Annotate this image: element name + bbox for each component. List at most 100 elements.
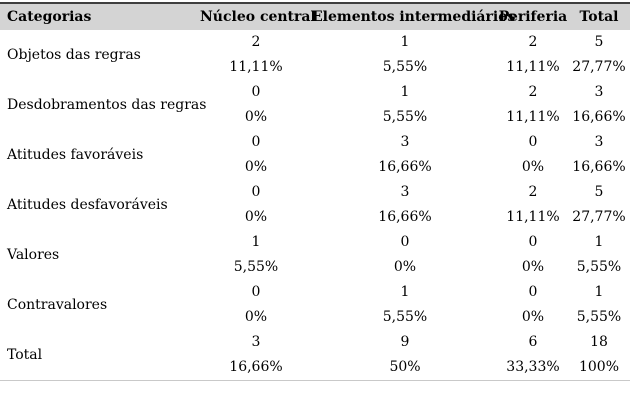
count-value: 0 <box>528 134 538 150</box>
count-value: 0 <box>528 234 538 250</box>
data-cell: 2 11,11% <box>498 30 568 80</box>
data-cell: 0 0% <box>200 130 312 180</box>
data-cell: 0 0% <box>200 280 312 330</box>
count-value: 2 <box>528 184 538 200</box>
percent-value: 0% <box>393 259 417 275</box>
table-row: Contravalores 0 0% 1 5,55% 0 0% 1 5,55% <box>0 280 630 330</box>
table-row: Valores 1 5,55% 0 0% 0 0% 1 5,55% <box>0 230 630 280</box>
count-value: 0 <box>251 184 261 200</box>
data-cell: 1 5,55% <box>568 280 630 330</box>
data-cell: 1 5,55% <box>568 230 630 280</box>
data-cell: 1 5,55% <box>312 80 498 130</box>
data-cell: 0 0% <box>498 280 568 330</box>
count-value: 18 <box>590 334 608 350</box>
data-cell: 0 0% <box>498 130 568 180</box>
row-label: Contravalores <box>7 297 108 313</box>
count-value: 9 <box>400 334 410 350</box>
row-label: Total <box>7 347 43 363</box>
percent-value: 16,66% <box>572 109 626 125</box>
column-header-nucleo-central: Núcleo central <box>200 9 316 25</box>
percent-value: 16,66% <box>229 359 283 375</box>
categories-frequency-table: Categorias Núcleo central Elementos inte… <box>0 2 630 381</box>
column-header-periferia: Periferia <box>498 9 568 25</box>
data-cell: 3 16,66% <box>312 180 498 230</box>
count-value: 3 <box>400 134 410 150</box>
percent-value: 11,11% <box>229 59 283 75</box>
data-cell: 3 16,66% <box>568 80 630 130</box>
percent-value: 11,11% <box>506 209 560 225</box>
data-cell: 3 16,66% <box>200 330 312 380</box>
data-cell: 18 100% <box>568 330 630 380</box>
data-cell: 2 11,11% <box>200 30 312 80</box>
count-value: 0 <box>528 284 538 300</box>
percent-value: 5,55% <box>576 309 622 325</box>
table-row: Desdobramentos das regras 0 0% 1 5,55% 2 11,11… <box>0 80 630 130</box>
data-cell: 0 0% <box>200 180 312 230</box>
data-cell: 2 11,11% <box>498 80 568 130</box>
data-cell: 0 0% <box>200 80 312 130</box>
row-label: Atitudes desfavoráveis <box>7 197 168 213</box>
data-cell: 9 50% <box>312 330 498 380</box>
count-value: 1 <box>251 234 261 250</box>
table-header-row: Categorias Núcleo central Elementos inte… <box>0 4 630 30</box>
count-value: 1 <box>400 84 410 100</box>
count-value: 2 <box>251 34 261 50</box>
percent-value: 27,77% <box>572 59 626 75</box>
percent-value: 0% <box>521 159 545 175</box>
count-value: 1 <box>400 284 410 300</box>
count-value: 6 <box>528 334 538 350</box>
count-value: 2 <box>528 34 538 50</box>
table-row: Objetos das regras 2 11,11% 1 5,55% 2 11,11% 5 2… <box>0 30 630 80</box>
percent-value: 16,66% <box>378 209 432 225</box>
table-body: Objetos das regras 2 11,11% 1 5,55% 2 11,11% 5 2… <box>0 30 630 380</box>
count-value: 2 <box>528 84 538 100</box>
percent-value: 11,11% <box>506 59 560 75</box>
column-header-categorias: Categorias <box>7 9 92 25</box>
count-value: 5 <box>594 184 604 200</box>
column-header-elementos-intermediarios: Elementos intermediários <box>312 9 516 25</box>
count-value: 0 <box>251 284 261 300</box>
count-value: 3 <box>251 334 261 350</box>
percent-value: 27,77% <box>572 209 626 225</box>
data-cell: 1 5,55% <box>200 230 312 280</box>
percent-value: 16,66% <box>572 159 626 175</box>
data-cell: 1 5,55% <box>312 280 498 330</box>
percent-value: 5,55% <box>576 259 622 275</box>
count-value: 3 <box>594 134 604 150</box>
table-row: Atitudes favoráveis 0 0% 3 16,66% 0 0% 3 16,66% <box>0 130 630 180</box>
data-cell: 5 27,77% <box>568 30 630 80</box>
percent-value: 0% <box>521 259 545 275</box>
count-value: 1 <box>594 284 604 300</box>
data-cell: 0 0% <box>312 230 498 280</box>
row-label: Valores <box>7 247 60 263</box>
percent-value: 16,66% <box>378 159 432 175</box>
count-value: 0 <box>251 134 261 150</box>
percent-value: 5,55% <box>382 59 428 75</box>
data-cell: 0 0% <box>498 230 568 280</box>
data-cell: 6 33,33% <box>498 330 568 380</box>
data-cell: 2 11,11% <box>498 180 568 230</box>
percent-value: 0% <box>244 159 268 175</box>
row-label: Atitudes favoráveis <box>7 147 144 163</box>
percent-value: 0% <box>244 309 268 325</box>
column-header-total: Total <box>579 9 619 25</box>
row-label: Desdobramentos das regras <box>7 97 207 113</box>
percent-value: 50% <box>389 359 421 375</box>
table-row: Atitudes desfavoráveis 0 0% 3 16,66% 2 11,11% 5… <box>0 180 630 230</box>
percent-value: 100% <box>578 359 620 375</box>
count-value: 3 <box>594 84 604 100</box>
data-cell: 3 16,66% <box>312 130 498 180</box>
percent-value: 33,33% <box>506 359 560 375</box>
percent-value: 11,11% <box>506 109 560 125</box>
percent-value: 5,55% <box>233 259 279 275</box>
row-label: Objetos das regras <box>7 47 141 63</box>
count-value: 5 <box>594 34 604 50</box>
percent-value: 5,55% <box>382 309 428 325</box>
count-value: 1 <box>594 234 604 250</box>
table-row: Total 3 16,66% 9 50% 6 33,33% 18 100% <box>0 330 630 380</box>
data-cell: 3 16,66% <box>568 130 630 180</box>
data-cell: 1 5,55% <box>312 30 498 80</box>
count-value: 3 <box>400 184 410 200</box>
percent-value: 5,55% <box>382 109 428 125</box>
